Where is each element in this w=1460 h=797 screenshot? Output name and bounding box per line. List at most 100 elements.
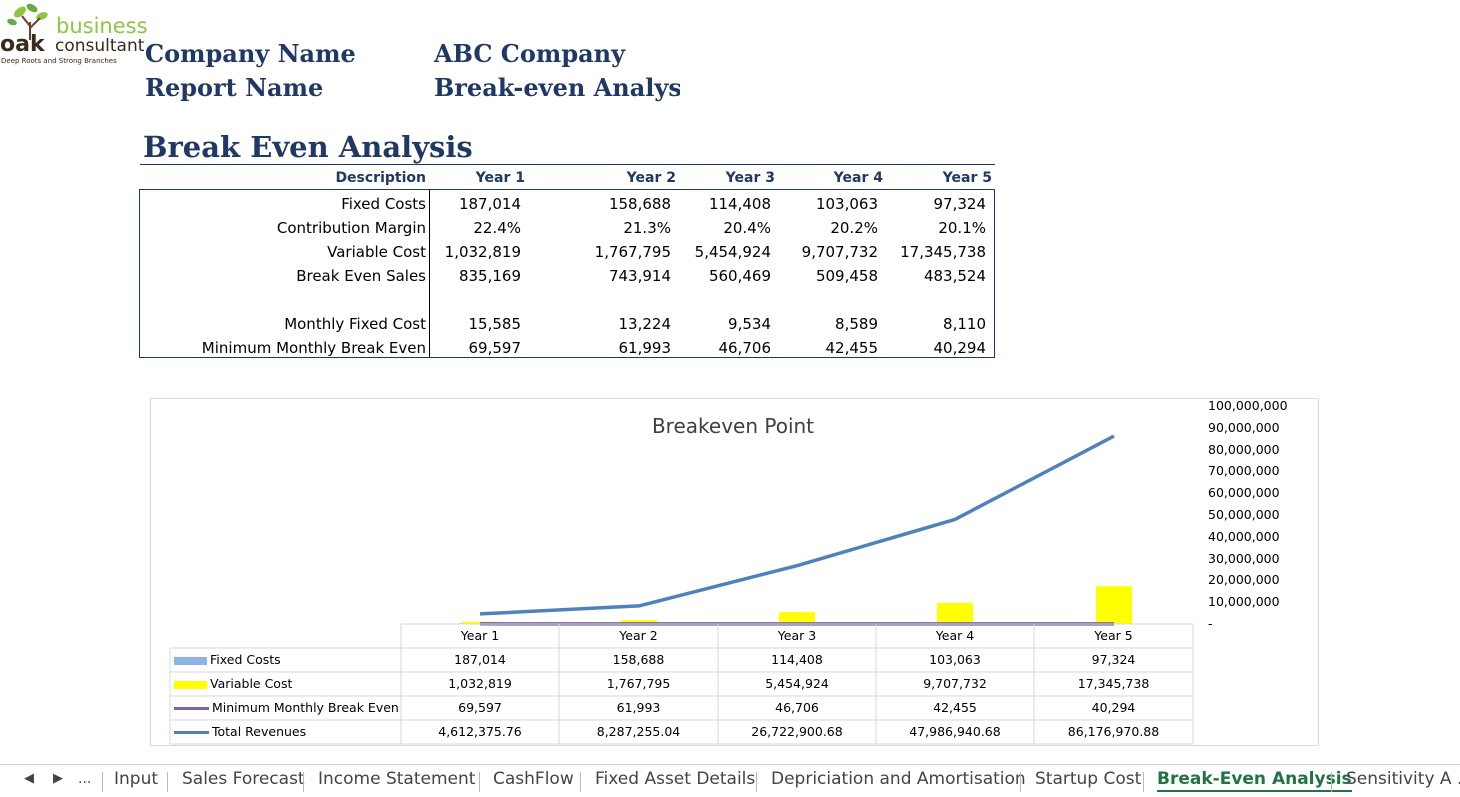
y-axis-tick-label: 70,000,000 — [1208, 463, 1280, 478]
sheet-tab-fixed-asset-details[interactable]: Fixed Asset Details — [595, 769, 755, 789]
table-cell: 1,767,795 — [595, 243, 671, 261]
data-table-cell: 103,063 — [876, 652, 1034, 667]
table-row-label: Minimum Monthly Break Even — [202, 339, 426, 357]
breakeven-chart[interactable] — [150, 398, 1319, 746]
table-cell: 103,063 — [816, 195, 878, 213]
data-table-cell: 40,294 — [1034, 700, 1193, 715]
logo-text-consultant: consultant — [55, 36, 144, 56]
data-table-cell: 1,032,819 — [401, 676, 559, 691]
y-axis-tick-label: 60,000,000 — [1208, 485, 1280, 500]
sheet-tab-depriciation-and-amortisation[interactable]: Depriciation and Amortisation — [771, 769, 1026, 789]
legend-label: Total Revenues — [212, 724, 306, 739]
sheet-tab-startup-cost[interactable]: Startup Cost — [1035, 769, 1141, 789]
data-table-header: Year 1 — [401, 628, 559, 643]
tab-scroll-right-icon[interactable]: ▶ — [53, 771, 63, 786]
table-cell: 9,534 — [728, 315, 771, 333]
sheet-tab-sales-forecast[interactable]: Sales Forecast — [182, 769, 305, 789]
legend-key — [174, 731, 209, 734]
company-logo: business oak consultant Deep Roots and S… — [0, 0, 146, 70]
tab-separator — [303, 772, 304, 792]
legend-key — [174, 707, 209, 710]
tab-separator — [580, 772, 581, 792]
company-value: ABC Company — [434, 39, 625, 68]
data-table-cell: 5,454,924 — [718, 676, 876, 691]
data-table-header: Year 5 — [1034, 628, 1193, 643]
data-table-cell: 187,014 — [401, 652, 559, 667]
col-header-year-1: Year 1 — [476, 170, 525, 186]
sheet-tab-sensitivity-a[interactable]: Sensitivity A ... — [1346, 769, 1460, 789]
table-cell: 835,169 — [459, 267, 521, 285]
data-table-cell: 4,612,375.76 — [401, 724, 559, 739]
legend-label: Variable Cost — [210, 676, 292, 691]
table-cell: 5,454,924 — [695, 243, 771, 261]
data-table-header: Year 2 — [559, 628, 718, 643]
table-cell: 743,914 — [609, 267, 671, 285]
table-cell: 15,585 — [469, 315, 522, 333]
legend-label: Fixed Costs — [210, 652, 281, 667]
col-header-year-4: Year 4 — [834, 170, 883, 186]
table-row-label: Fixed Costs — [341, 195, 426, 213]
data-table-cell: 69,597 — [401, 700, 559, 715]
table-cell: 1,032,819 — [445, 243, 521, 261]
tab-separator — [1143, 772, 1144, 792]
table-cell: 69,597 — [469, 339, 522, 357]
logo-mark: oak — [0, 32, 45, 57]
data-table-cell: 9,707,732 — [876, 676, 1034, 691]
data-table-cell: 26,722,900.68 — [718, 724, 876, 739]
sheet-tab-income-statement[interactable]: Income Statement — [318, 769, 475, 789]
legend-label: Minimum Monthly Break Even — [212, 700, 399, 715]
table-cell: 8,110 — [943, 315, 986, 333]
table-cell: 187,014 — [459, 195, 521, 213]
y-axis-tick-label: - — [1208, 616, 1213, 631]
col-header-year-2: Year 2 — [627, 170, 676, 186]
data-table-cell: 1,767,795 — [559, 676, 718, 691]
col-header-year-3: Year 3 — [726, 170, 775, 186]
table-cell: 509,458 — [816, 267, 878, 285]
table-row-label: Variable Cost — [327, 243, 426, 261]
sheet-tab-input[interactable]: Input — [114, 769, 158, 789]
table-cell: 20.4% — [723, 219, 771, 237]
data-table-header: Year 4 — [876, 628, 1034, 643]
data-table-legend-label: Minimum Monthly Break Even — [174, 700, 399, 715]
data-table-legend-label: Variable Cost — [174, 676, 292, 691]
legend-key — [174, 657, 207, 665]
table-cell: 483,524 — [924, 267, 986, 285]
table-cell: 21.3% — [623, 219, 671, 237]
table-cell: 114,408 — [709, 195, 771, 213]
table-cell: 8,589 — [835, 315, 878, 333]
data-table-cell: 17,345,738 — [1034, 676, 1193, 691]
table-cell: 17,345,738 — [900, 243, 986, 261]
data-table-header: Year 3 — [718, 628, 876, 643]
data-table-cell: 97,324 — [1034, 652, 1193, 667]
y-axis-tick-label: 50,000,000 — [1208, 507, 1280, 522]
tab-separator — [167, 772, 168, 792]
legend-key — [174, 681, 207, 689]
sheet-tab-break-even-analysis[interactable]: Break-Even Analysis — [1157, 769, 1352, 792]
tab-separator — [1331, 772, 1332, 792]
tab-more-button[interactable]: ... — [78, 771, 91, 787]
data-table-cell: 86,176,970.88 — [1034, 724, 1193, 739]
table-row-label: Contribution Margin — [277, 219, 426, 237]
data-table-cell: 158,688 — [559, 652, 718, 667]
tab-separator — [756, 772, 757, 792]
data-table-cell: 46,706 — [718, 700, 876, 715]
y-axis-tick-label: 30,000,000 — [1208, 551, 1280, 566]
data-table-cell: 61,993 — [559, 700, 718, 715]
tab-separator — [1020, 772, 1021, 792]
tab-scroll-left-icon[interactable]: ◀ — [24, 771, 34, 786]
tab-separator — [102, 772, 103, 792]
report-value: Break-even Analysis — [434, 73, 680, 102]
data-table-legend-label: Fixed Costs — [174, 652, 281, 667]
company-label: Company Name — [145, 39, 356, 68]
table-cell: 20.1% — [938, 219, 986, 237]
logo-text-business: business — [56, 14, 148, 38]
table-cell: 13,224 — [619, 315, 672, 333]
table-header-rule — [140, 164, 995, 165]
data-table-legend-label: Total Revenues — [174, 724, 306, 739]
table-divider — [429, 190, 430, 357]
table-cell: 20.2% — [830, 219, 878, 237]
section-title: Break Even Analysis — [143, 130, 473, 164]
sheet-tab-cashflow[interactable]: CashFlow — [493, 769, 574, 789]
data-table-cell: 47,986,940.68 — [876, 724, 1034, 739]
table-cell: 46,706 — [719, 339, 772, 357]
